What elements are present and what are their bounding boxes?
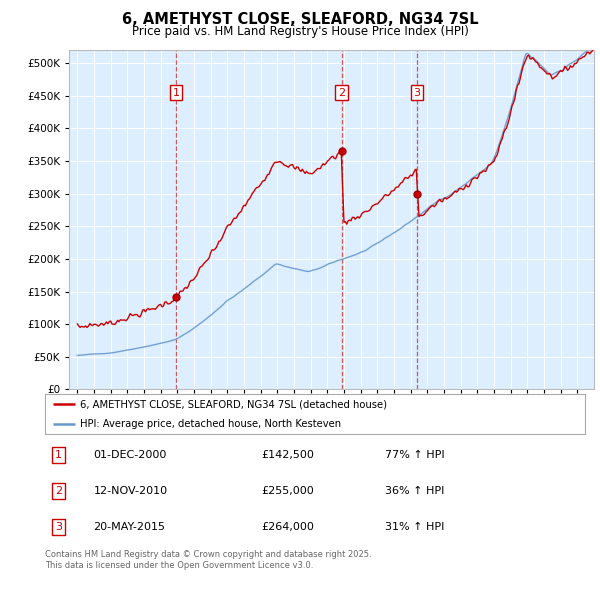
Text: 12-NOV-2010: 12-NOV-2010 (94, 486, 168, 496)
Text: 36% ↑ HPI: 36% ↑ HPI (385, 486, 445, 496)
Text: Contains HM Land Registry data © Crown copyright and database right 2025.: Contains HM Land Registry data © Crown c… (45, 550, 371, 559)
Text: 3: 3 (413, 87, 421, 97)
Text: Price paid vs. HM Land Registry's House Price Index (HPI): Price paid vs. HM Land Registry's House … (131, 25, 469, 38)
Text: 2: 2 (55, 486, 62, 496)
Text: £255,000: £255,000 (261, 486, 314, 496)
Text: 31% ↑ HPI: 31% ↑ HPI (385, 522, 445, 532)
Text: 2: 2 (338, 87, 346, 97)
Text: 20-MAY-2015: 20-MAY-2015 (94, 522, 166, 532)
Text: This data is licensed under the Open Government Licence v3.0.: This data is licensed under the Open Gov… (45, 560, 313, 569)
Text: 6, AMETHYST CLOSE, SLEAFORD, NG34 7SL (detached house): 6, AMETHYST CLOSE, SLEAFORD, NG34 7SL (d… (80, 399, 387, 409)
Text: 3: 3 (55, 522, 62, 532)
Text: £142,500: £142,500 (261, 450, 314, 460)
Text: 1: 1 (55, 450, 62, 460)
Text: 01-DEC-2000: 01-DEC-2000 (94, 450, 167, 460)
Text: 1: 1 (173, 87, 179, 97)
Text: 6, AMETHYST CLOSE, SLEAFORD, NG34 7SL: 6, AMETHYST CLOSE, SLEAFORD, NG34 7SL (122, 12, 478, 27)
Text: HPI: Average price, detached house, North Kesteven: HPI: Average price, detached house, Nort… (80, 419, 341, 428)
Text: 77% ↑ HPI: 77% ↑ HPI (385, 450, 445, 460)
Text: £264,000: £264,000 (261, 522, 314, 532)
